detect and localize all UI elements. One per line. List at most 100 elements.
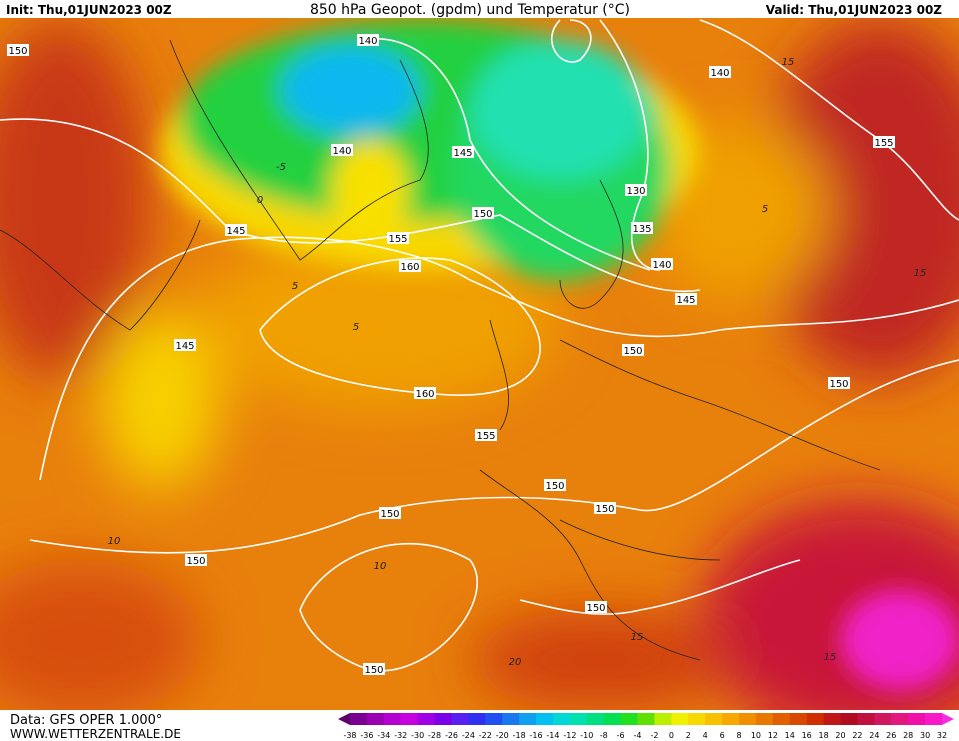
colorbar-tick-label: -4 [634, 731, 642, 740]
colorbar-swatch [705, 713, 723, 725]
valid-text: Valid: Thu,01JUN2023 00Z [766, 3, 943, 17]
geopotential-label: 150 [595, 504, 614, 515]
temperature-label: 10 [374, 561, 387, 572]
geopotential-label: 155 [874, 138, 893, 149]
colorbar-tick-label: -32 [394, 731, 407, 740]
colorbar-swatch [755, 713, 774, 725]
colorbar-swatch [688, 713, 706, 725]
label-box [185, 554, 207, 566]
colorbar-tick-label: -22 [479, 731, 492, 740]
colorbar-swatch [722, 713, 740, 725]
colorbar-tick-label: -28 [428, 731, 441, 740]
geopotential-label: 130 [626, 186, 645, 197]
colorbar-tick-label: -34 [377, 731, 390, 740]
colorbar-tick-label: 10 [751, 731, 761, 740]
geopotential-label: 150 [586, 603, 605, 614]
colorbar-swatch [417, 713, 436, 725]
geopotential-label: 160 [400, 262, 419, 273]
colorbar-swatch [468, 713, 486, 725]
colorbar-swatch [502, 713, 520, 725]
colorbar-tick-label: -30 [411, 731, 424, 740]
colorbar-swatch [350, 713, 368, 725]
colorbar-arrow [942, 713, 954, 725]
label-box [544, 479, 566, 491]
label-box [622, 344, 644, 356]
colorbar-swatch [823, 713, 842, 725]
colorbar-tick-label: -38 [343, 731, 356, 740]
geopotential-label: 150 [623, 346, 642, 357]
geopotential-label: 140 [332, 146, 351, 157]
label-box [873, 136, 895, 148]
label-box [594, 502, 616, 514]
geopotential-label: 140 [358, 36, 377, 47]
temperature-label: 10 [108, 536, 121, 547]
colorbar-tick-label: 26 [886, 731, 896, 740]
label-box [631, 222, 653, 234]
colorbar-tick-label: 2 [686, 731, 691, 740]
label-box [357, 34, 379, 46]
colorbar-tick-label: 12 [768, 731, 778, 740]
label-box [475, 429, 497, 441]
colorbar-swatch [840, 713, 858, 725]
label-box [452, 146, 474, 158]
coastlines [0, 39, 881, 661]
label-box [414, 387, 436, 399]
colorbar-tick-label: 20 [835, 731, 845, 740]
colorbar-tick-label: 6 [720, 731, 725, 740]
geopotential-label: 145 [226, 226, 245, 237]
colorbar-swatch [620, 713, 639, 725]
geopotential-label: 160 [415, 389, 434, 400]
colorbar-swatch [400, 713, 419, 725]
colorbar-tick-label: -26 [445, 731, 458, 740]
colorbar-tick-label: 24 [869, 731, 879, 740]
label-box [675, 293, 697, 305]
label-box [828, 377, 850, 389]
geopotential-contours [0, 19, 959, 672]
label-box [331, 144, 353, 156]
temperature-label: 15 [631, 632, 644, 643]
geopotential-label: 140 [710, 68, 729, 79]
geopotential-label: 145 [175, 341, 194, 352]
colorbar-tick-label: -18 [513, 731, 526, 740]
colorbar-swatch [536, 713, 554, 725]
temperature-label: 5 [762, 204, 768, 215]
geopotential-label: 150 [8, 46, 27, 57]
colorbar-swatch [739, 713, 757, 725]
colorbar-swatch [654, 713, 672, 725]
geopotential-label: 150 [364, 665, 383, 676]
colorbar-swatch [874, 713, 892, 725]
colorbar-tick-label: 0 [669, 731, 674, 740]
temperature-label: 5 [353, 322, 359, 333]
label-box [363, 663, 385, 675]
colorbar-tick-label: 18 [819, 731, 829, 740]
colorbar-tick-label: 28 [903, 731, 913, 740]
label-box [585, 601, 607, 613]
colorbar-swatch [891, 713, 909, 725]
label-box [709, 66, 731, 78]
temperature-field [0, 18, 959, 740]
geopotential-label: 150 [380, 509, 399, 520]
site-url: WWW.WETTERZENTRALE.DE [10, 727, 181, 741]
geopotential-label: 150 [473, 209, 492, 220]
label-box [625, 184, 647, 196]
geopotential-label: 150 [545, 481, 564, 492]
colorbar-tick-label: 16 [802, 731, 812, 740]
colorbar-tick-label: 32 [937, 731, 947, 740]
colorbar-tick-label: -8 [600, 731, 608, 740]
colorbar-tick-label: -12 [563, 731, 576, 740]
label-box [399, 260, 421, 272]
map-title: 850 hPa Geopot. (gpdm) und Temperatur (°… [310, 2, 630, 18]
colorbar-arrow [338, 713, 350, 725]
colorbar-tick-label: 14 [785, 731, 795, 740]
colorbar-tick-label: 4 [703, 731, 708, 740]
temperature-label: 5 [292, 281, 298, 292]
geopotential-label: 145 [453, 148, 472, 159]
label-box [472, 207, 494, 219]
colorbar-swatch [569, 713, 588, 725]
colorbar-swatch [485, 713, 503, 725]
temperature-label: -5 [276, 162, 286, 173]
colorbar-swatch [925, 713, 943, 725]
colorbar-swatch [519, 713, 537, 725]
